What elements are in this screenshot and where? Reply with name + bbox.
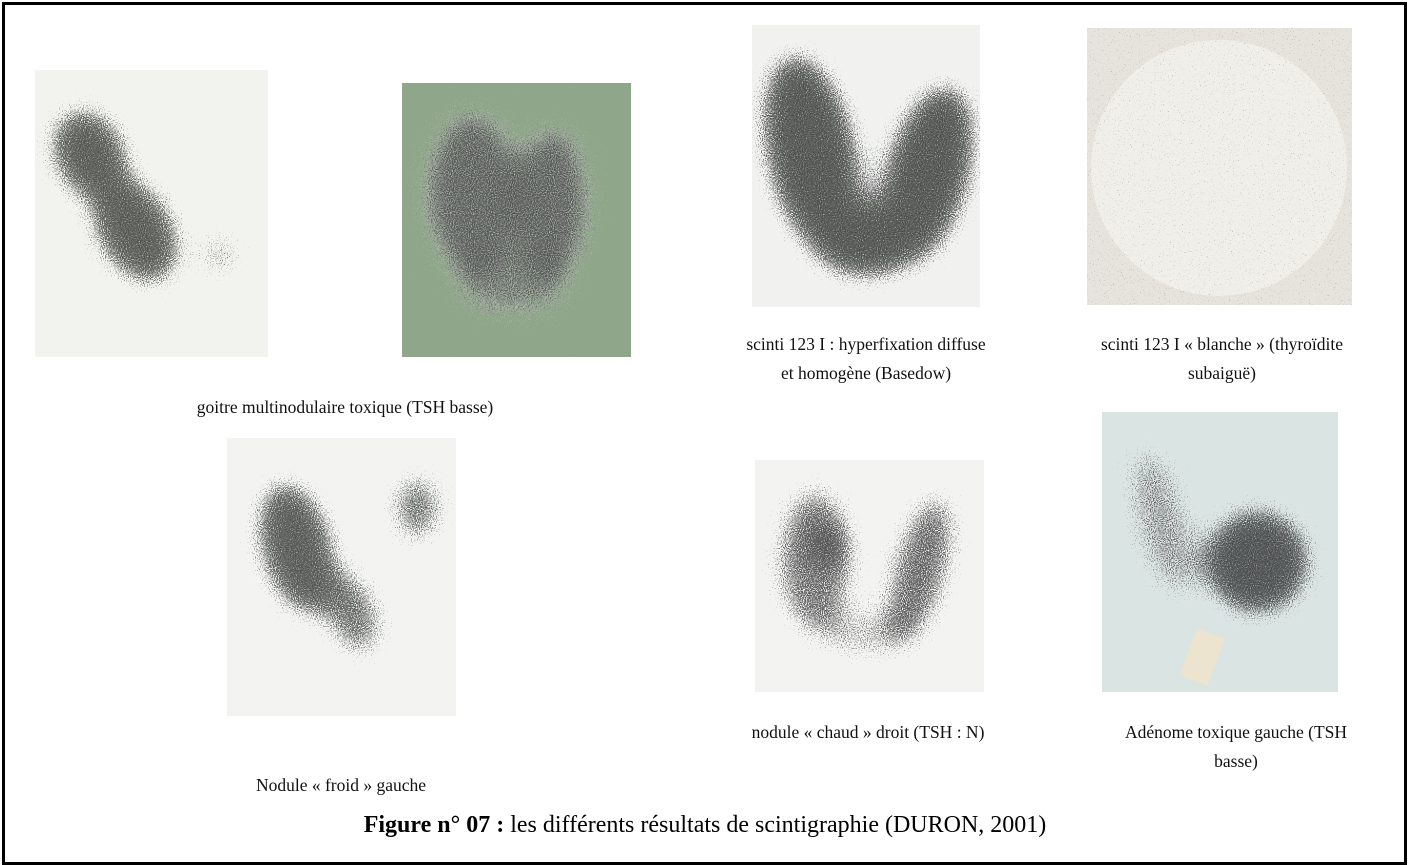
caption-line: et homogène (Basedow)	[780, 363, 952, 383]
caption-line: scinti 123 I : hyperfixation diffuse	[746, 334, 986, 354]
scan-image	[752, 25, 980, 307]
scan-image	[402, 83, 631, 357]
caption-line: goitre multinodulaire toxique (TSH basse…	[196, 397, 494, 417]
scan-image	[755, 460, 984, 692]
figure-text: les différents résultats de scintigraphi…	[510, 812, 1047, 838]
scan-image	[1087, 28, 1352, 305]
caption-line: Nodule « froid » gauche	[255, 775, 427, 795]
caption-line: basse)	[1214, 751, 1258, 771]
scan-image	[1102, 412, 1338, 692]
caption: Adénome toxique gauche (TSH basse)	[1125, 718, 1347, 776]
caption: scinti 123 I « blanche » (thyroïdite suba…	[1101, 330, 1343, 388]
caption: Nodule « froid » gauche	[256, 771, 426, 800]
figure-caption: Figure n° 07 : les différents résultats d…	[0, 812, 1410, 839]
caption-line: Adénome toxique gauche (TSH	[1124, 722, 1348, 742]
caption: scinti 123 I : hyperfixation diffuse et h…	[746, 330, 985, 388]
scan-image	[227, 438, 456, 716]
caption: goitre multinodulaire toxique (TSH basse…	[197, 393, 493, 422]
figure-label: Figure n° 07 :	[363, 812, 505, 838]
caption-line: subaiguë)	[1187, 363, 1257, 383]
scan-image	[35, 70, 268, 357]
caption-line: nodule « chaud » droit (TSH : N)	[751, 722, 985, 742]
caption-line: scinti 123 I « blanche » (thyroïdite	[1100, 334, 1344, 354]
caption: nodule « chaud » droit (TSH : N)	[752, 718, 985, 747]
